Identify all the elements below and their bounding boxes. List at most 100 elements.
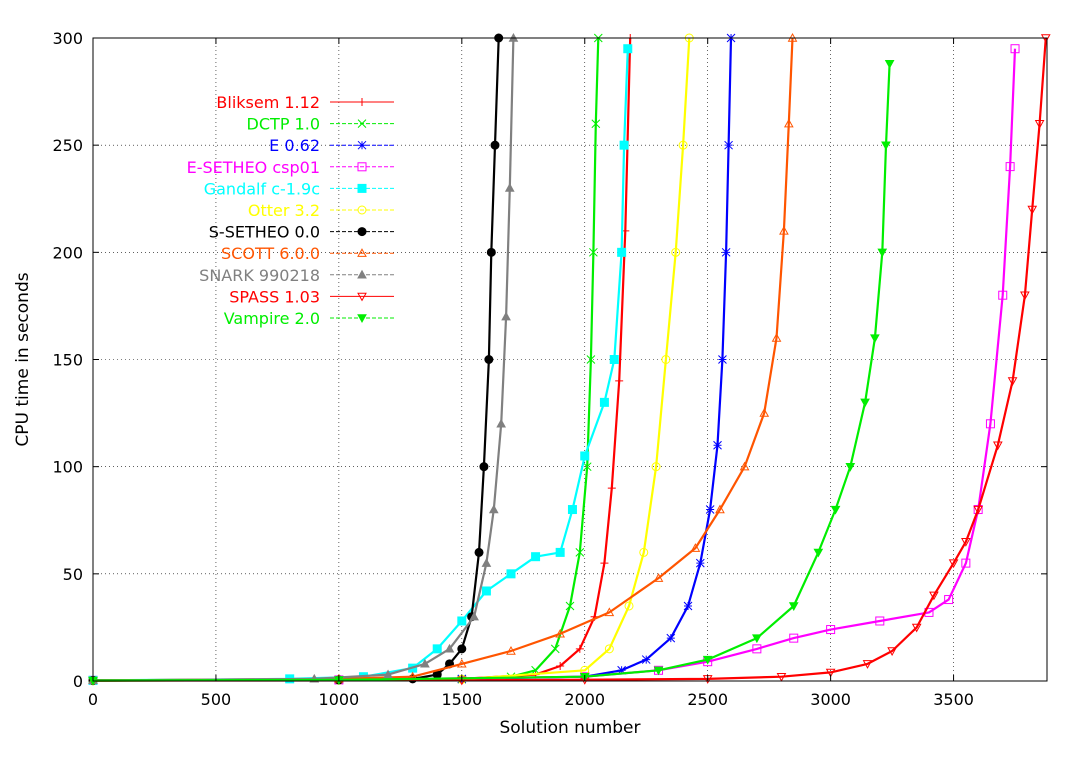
- data-point: [457, 644, 467, 654]
- legend-marker: [357, 269, 367, 279]
- legend: Bliksem 1.12 DCTP 1.0 E 0.62 E-SETHEO csp01…: [187, 93, 394, 328]
- data-point: [718, 355, 727, 364]
- data-point: [690, 543, 701, 552]
- data-point: [845, 462, 856, 472]
- x-tick-label: 2000: [564, 690, 605, 709]
- x-tick-label: 500: [201, 690, 232, 709]
- legend-label: E 0.62: [269, 136, 320, 155]
- axes: 0 500 1000 1500 2000 2500 3000 3500 0 50 100 150 200…: [52, 29, 1047, 709]
- legend-label: Bliksem 1.12: [216, 93, 320, 112]
- data-point: [653, 666, 664, 676]
- data-point: [752, 644, 762, 654]
- data-point: [609, 355, 619, 364]
- legend-entry: E 0.62: [269, 136, 394, 155]
- y-tick-label: 50: [63, 565, 83, 584]
- y-axis-title: CPU time in seconds: [13, 272, 33, 446]
- data-point: [623, 44, 633, 54]
- data-point: [752, 634, 762, 644]
- data-point: [713, 440, 722, 450]
- legend-entry: Vampire 2.0: [224, 309, 394, 328]
- legend-label: DCTP 1.0: [247, 115, 320, 134]
- y-tick-label: 250: [52, 136, 83, 155]
- y-tick-label: 0: [73, 672, 83, 691]
- data-point: [779, 225, 789, 235]
- data-point: [739, 461, 750, 471]
- data-point: [490, 140, 500, 150]
- legend-marker: [357, 292, 367, 302]
- data-point: [567, 505, 577, 515]
- data-point: [877, 248, 888, 258]
- data-point: [1034, 120, 1045, 129]
- y-tick-label: 150: [52, 351, 83, 370]
- data-point: [683, 601, 693, 611]
- data-point: [488, 504, 499, 514]
- data-point: [961, 558, 971, 568]
- data-point: [911, 623, 922, 633]
- x-tick-label: 3000: [810, 690, 851, 709]
- data-point: [695, 558, 705, 568]
- data-point: [788, 602, 799, 612]
- data-point: [383, 669, 393, 679]
- data-point: [661, 355, 671, 364]
- data-point: [555, 547, 565, 557]
- y-tick-label: 200: [52, 243, 83, 262]
- x-tick-label: 3500: [933, 690, 974, 709]
- data-point: [759, 408, 770, 417]
- legend-entry: SCOTT 6.0.0: [221, 244, 394, 263]
- data-point: [678, 140, 688, 150]
- data-point: [944, 595, 954, 605]
- data-point: [432, 644, 442, 654]
- series-10: [88, 60, 895, 686]
- data-point: [550, 644, 560, 654]
- x-tick-label: 1500: [441, 690, 482, 709]
- data-point: [420, 658, 430, 668]
- data-point: [666, 633, 676, 643]
- data-point: [556, 661, 565, 670]
- data-point: [624, 601, 634, 611]
- data-point: [998, 290, 1008, 300]
- data-point: [948, 559, 959, 569]
- data-point: [715, 504, 725, 514]
- data-point: [555, 628, 566, 638]
- legend-marker: [357, 119, 367, 128]
- legend-marker: [358, 98, 366, 106]
- data-point: [591, 119, 601, 129]
- data-point: [580, 451, 590, 461]
- x-tick-label: 0: [88, 690, 98, 709]
- legend-label: SNARK 990218: [199, 266, 320, 285]
- data-point: [565, 601, 575, 611]
- data-point: [771, 333, 782, 342]
- data-point: [484, 355, 494, 364]
- data-point: [506, 645, 516, 655]
- data-point: [653, 573, 664, 582]
- legend-marker: [357, 140, 367, 150]
- legend-entry: E-SETHEO csp01: [187, 158, 394, 177]
- data-point: [604, 607, 615, 617]
- data-point: [985, 419, 995, 429]
- series-layer: [88, 32, 1051, 686]
- data-point: [607, 484, 616, 493]
- legend-marker: [357, 162, 367, 172]
- data-point: [789, 633, 799, 643]
- legend-entry: DCTP 1.0: [247, 115, 394, 134]
- data-point: [589, 247, 598, 257]
- data-point: [875, 616, 885, 626]
- data-point: [457, 616, 467, 626]
- data-point: [1005, 162, 1015, 172]
- data-point: [599, 397, 609, 407]
- data-point: [721, 247, 731, 257]
- data-point: [870, 334, 880, 344]
- data-point: [501, 311, 511, 321]
- data-point: [496, 418, 507, 428]
- legend-marker: [357, 314, 367, 324]
- data-point: [724, 140, 733, 150]
- data-point: [671, 247, 681, 257]
- data-point: [481, 558, 492, 567]
- data-point: [531, 552, 541, 562]
- data-point: [575, 548, 585, 557]
- data-point: [615, 376, 624, 385]
- data-point: [486, 247, 496, 257]
- series-line: [92, 37, 515, 682]
